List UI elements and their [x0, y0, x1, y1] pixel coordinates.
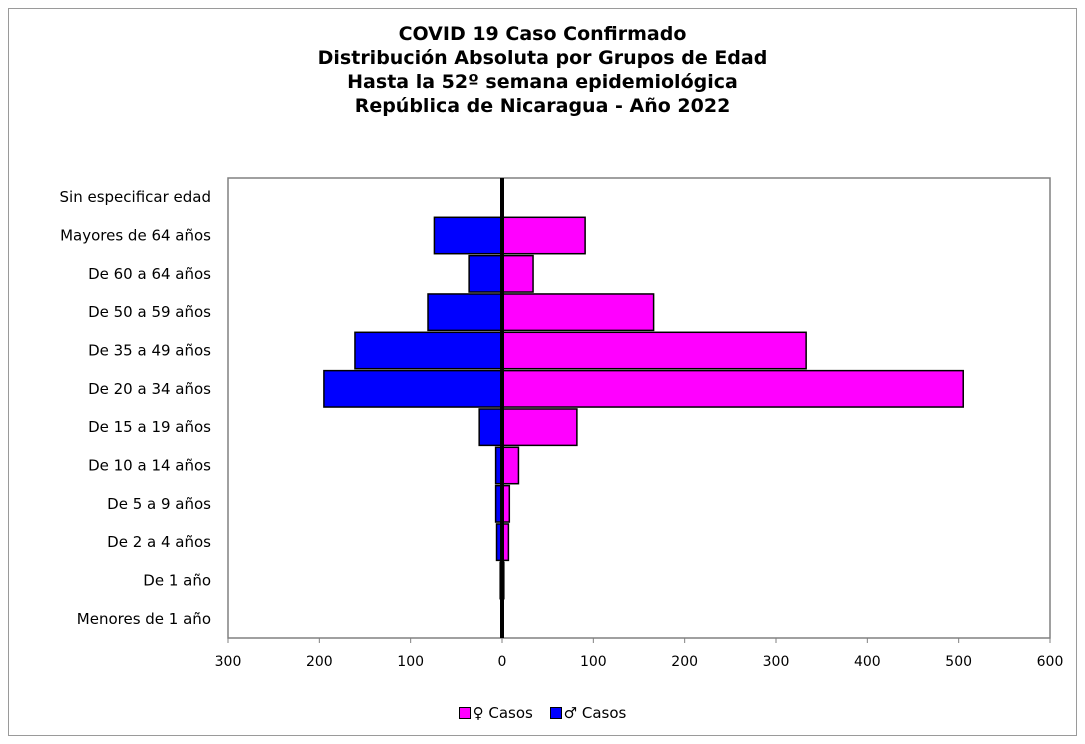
x-tick-label: 400 [854, 654, 881, 670]
x-tick-label: 0 [498, 654, 507, 670]
x-tick-label: 100 [397, 654, 424, 670]
legend-item-female: ♀ Casos [458, 703, 533, 722]
x-tick-label: 200 [671, 654, 698, 670]
legend-swatch-male [549, 707, 562, 719]
category-label: De 60 a 64 años [88, 265, 211, 283]
bar-male-3 [427, 293, 503, 332]
bar-male-2 [468, 254, 503, 293]
title-line-1: COVID 19 Caso Confirmado [398, 23, 687, 45]
bar-female-7 [501, 446, 520, 485]
x-tick-label: 100 [580, 654, 607, 670]
legend-item-male: ♂ Casos [549, 703, 627, 722]
x-tick-label: 600 [1037, 654, 1064, 670]
title-line-4: República de Nicaragua - Año 2022 [354, 95, 731, 117]
x-tick-label: 500 [945, 654, 972, 670]
category-label: De 20 a 34 años [88, 380, 211, 398]
category-label: Menores de 1 año [77, 610, 211, 628]
legend: ♀ Casos ♂ Casos [0, 703, 1085, 722]
category-label: De 10 a 14 años [88, 457, 211, 475]
bar-female-3 [501, 293, 655, 332]
legend-label-female: ♀ Casos [472, 703, 533, 722]
category-label: De 15 a 19 años [88, 418, 211, 436]
category-label: De 35 a 49 años [88, 342, 211, 360]
bar-female-2 [501, 254, 534, 293]
legend-label-male: ♂ Casos [563, 703, 627, 722]
title-line-2: Distribución Absoluta por Grupos de Edad [317, 47, 768, 69]
plot-area [227, 177, 1051, 639]
legend-swatch-female [458, 707, 471, 719]
bar-female-4 [501, 331, 807, 370]
category-label: De 2 a 4 años [107, 533, 211, 551]
category-label: Mayores de 64 años [60, 227, 211, 245]
bar-male-1 [433, 216, 503, 255]
category-label: De 50 a 59 años [88, 303, 211, 321]
x-tick-label: 300 [763, 654, 790, 670]
category-label: De 5 a 9 años [107, 495, 211, 513]
bar-male-4 [354, 331, 503, 370]
bar-female-6 [501, 408, 578, 447]
category-label: Sin especificar edad [60, 188, 211, 206]
bar-female-5 [501, 369, 964, 408]
x-tick-label: 200 [306, 654, 333, 670]
chart-title: COVID 19 Caso Confirmado Distribución Ab… [0, 22, 1085, 118]
x-tick-label: 300 [215, 654, 242, 670]
category-label: De 1 año [143, 572, 211, 590]
title-line-3: Hasta la 52º semana epidemiológica [347, 71, 738, 93]
bar-male-6 [478, 408, 503, 447]
bar-female-1 [501, 216, 586, 255]
bar-male-5 [323, 369, 503, 408]
